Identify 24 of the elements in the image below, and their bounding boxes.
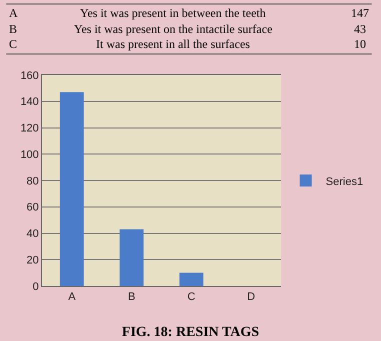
text: 43 [354,22,366,36]
legend-label: Series1 [326,176,364,188]
y-tick-label: 140 [20,96,39,108]
x-tick-label: B [128,291,136,304]
x-tick-label: D [247,291,256,304]
y-tick-label: 100 [20,148,39,161]
text: Yes it was present in between the teeth [80,6,266,20]
category-label: B [9,22,18,36]
x-tick-label: A [68,291,76,304]
y-tick-label: 0 [32,280,39,293]
y-tick-label: 40 [26,228,39,240]
text: It was present in all the surfaces [96,37,250,51]
x-tick-label: C [187,291,196,304]
text: 10 [354,37,366,51]
text: FIG. 18: RESIN TAGS [122,324,260,340]
y-tick-label: 160 [20,70,39,82]
category-label: A [9,6,18,20]
category-label: C [9,37,18,51]
y-tick-label: 120 [20,122,39,135]
y-tick-label: 60 [26,202,39,214]
text: 147 [351,6,369,20]
y-tick-label: 80 [26,175,39,188]
text: Yes it was present on the intactile surface [74,22,272,36]
y-tick-label: 20 [26,254,39,266]
